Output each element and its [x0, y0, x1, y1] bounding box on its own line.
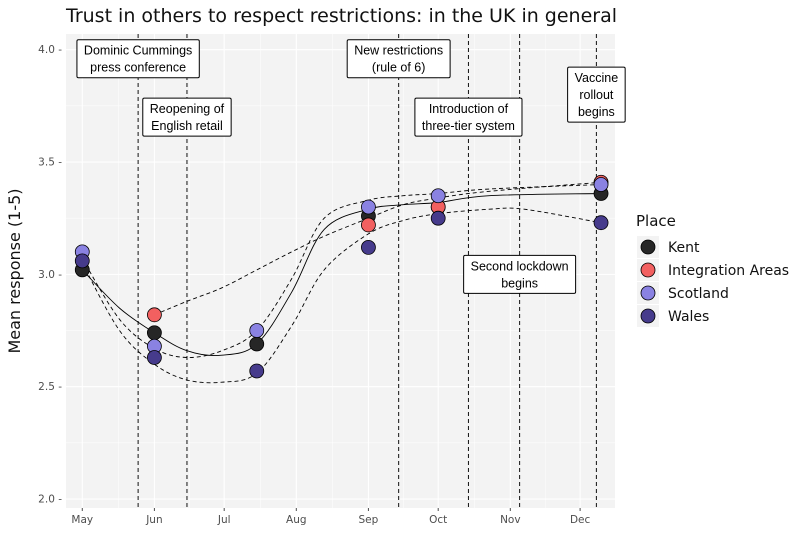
event-annotation: Dominic Cummings press conference: [76, 39, 200, 79]
legend-swatch: [640, 239, 656, 255]
legend-item: Kent: [637, 236, 700, 258]
point-scotland: [593, 177, 609, 192]
annotation-text: Dominic Cummings: [84, 44, 192, 58]
annotation-box: [414, 97, 523, 137]
x-tick-label: Oct: [429, 514, 447, 526]
annotation-box: [463, 254, 577, 294]
x-axis-ticks: May Jun Jul Aug Sep Oct Nov Dec: [71, 508, 590, 526]
legend-label: Wales: [668, 309, 709, 325]
point-scotland: [249, 323, 265, 338]
legend-label: Kent: [668, 240, 700, 256]
y-tick-label: 2.5 -: [38, 381, 62, 393]
annotation-box: [76, 39, 200, 79]
annotation-text: begins: [501, 276, 538, 290]
x-tick-label: Nov: [500, 514, 521, 526]
point-kent: [249, 336, 265, 352]
annotation-text: (rule of 6): [372, 61, 426, 75]
point-wales: [430, 210, 446, 226]
y-axis-label: Mean response (1-5): [5, 188, 24, 353]
annotation-box: [346, 39, 451, 79]
annotation-text: rollout: [579, 88, 614, 102]
y-tick-label: 3.0 -: [38, 269, 62, 281]
legend-label: Scotland: [668, 286, 729, 302]
x-tick-label: Sep: [359, 514, 379, 526]
x-tick-label: Dec: [570, 514, 591, 526]
legend-item: Integration Areas: [637, 259, 789, 281]
y-tick-label: 4.0 -: [38, 44, 62, 56]
legend-title: Place: [636, 212, 676, 230]
annotation-text: three-tier system: [422, 119, 515, 133]
x-tick-label: Jul: [217, 514, 231, 526]
point-integration-areas: [146, 307, 162, 323]
legend-item: Wales: [637, 305, 709, 327]
x-tick-label: Jun: [145, 514, 162, 526]
annotation-text: Vaccine: [575, 71, 619, 85]
annotation-text: Second lockdown: [471, 259, 569, 273]
curve-integration-areas: [154, 181, 602, 316]
x-tick-label: Aug: [286, 514, 307, 526]
event-annotation: Reopening of English retail: [142, 97, 232, 137]
point-wales: [74, 253, 90, 269]
event-annotation: Second lockdown begins: [463, 254, 577, 294]
legend-label: Integration Areas: [668, 263, 789, 279]
y-tick-label: 2.0 -: [38, 494, 62, 506]
point-integration-areas: [361, 217, 376, 233]
y-axis-ticks: 2.0 - 2.5 - 3.0 - 3.5 - 4.0 -: [38, 44, 62, 505]
point-wales: [361, 240, 376, 255]
point-wales: [146, 350, 162, 365]
x-tick-label: May: [71, 514, 93, 526]
annotation-text: Reopening of: [150, 102, 225, 116]
legend: Place Kent Integration Areas Scotland Wales: [636, 212, 789, 327]
point-wales: [593, 215, 609, 231]
legend-swatch: [640, 285, 656, 301]
annotation-text: press conference: [90, 61, 186, 75]
point-kent: [146, 325, 162, 341]
data-points: [74, 174, 609, 379]
point-scotland: [361, 199, 376, 215]
event-annotation: Introduction of three-tier system: [414, 97, 523, 137]
point-wales: [249, 363, 265, 379]
annotation-text: English retail: [151, 119, 223, 133]
event-annotations: Dominic Cummings press conference Reopenin…: [76, 39, 626, 294]
legend-swatch: [640, 308, 656, 324]
annotation-box: [142, 97, 232, 137]
point-scotland: [430, 188, 446, 204]
annotation-text: begins: [578, 105, 615, 119]
annotation-text: Introduction of: [429, 102, 509, 116]
y-tick-label: 3.5 -: [38, 157, 62, 169]
legend-item: Scotland: [637, 282, 729, 304]
annotation-box: [567, 66, 626, 123]
annotation-text: New restrictions: [354, 44, 443, 58]
event-annotation: Vaccine rollout begins: [567, 66, 626, 123]
legend-swatch: [640, 262, 656, 278]
event-annotation: New restrictions (rule of 6): [346, 39, 451, 79]
chart-title: Trust in others to respect restrictions:…: [65, 5, 617, 27]
